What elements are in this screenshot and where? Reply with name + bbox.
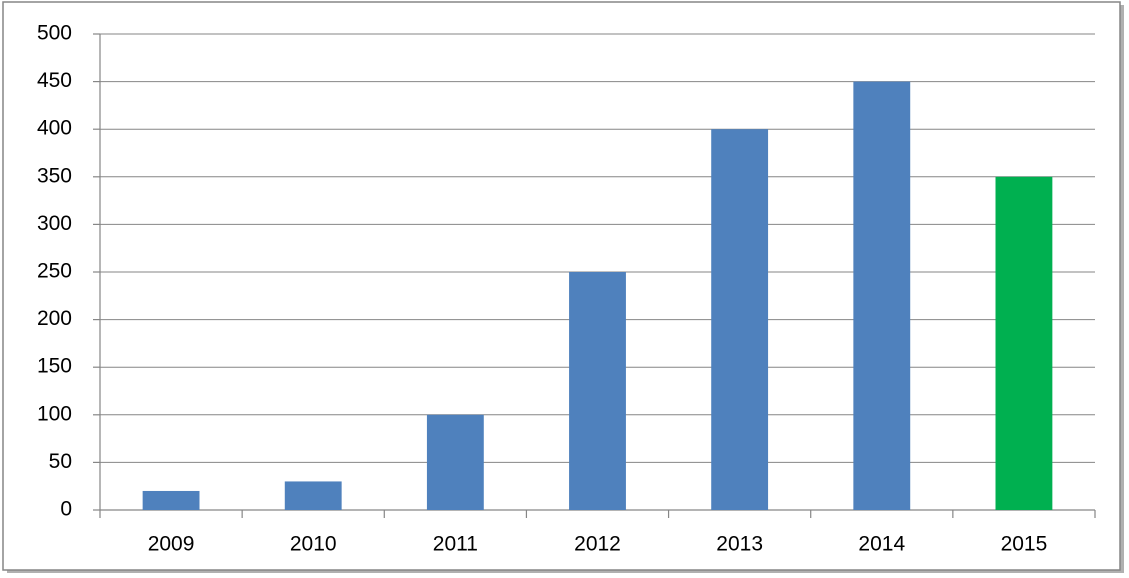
y-tick-label: 150 <box>37 355 72 378</box>
y-tick-label: 0 <box>60 498 72 521</box>
x-tick-label: 2014 <box>858 533 905 556</box>
bar <box>426 414 484 510</box>
x-tick-label: 2012 <box>574 533 621 556</box>
y-tick-label: 350 <box>37 164 72 187</box>
bar <box>284 481 342 510</box>
bar <box>142 490 200 510</box>
x-tick-label: 2011 <box>433 533 478 556</box>
x-tick-label: 2009 <box>148 533 195 556</box>
x-tick-label: 2010 <box>290 533 337 556</box>
y-tick-label: 100 <box>37 402 72 425</box>
y-tick-label: 300 <box>37 212 72 235</box>
bar <box>853 81 911 510</box>
chart-frame <box>2 1 1121 571</box>
x-tick-label: 2015 <box>1001 533 1048 556</box>
y-tick-label: 450 <box>37 69 72 92</box>
bar <box>995 176 1053 511</box>
bar <box>711 129 769 510</box>
bar <box>569 272 626 510</box>
y-tick-label: 250 <box>37 260 72 283</box>
x-tick-label: 2013 <box>716 533 763 556</box>
y-tick-label: 400 <box>37 117 72 140</box>
y-tick-label: 500 <box>37 22 72 45</box>
y-tick-label: 50 <box>49 450 72 473</box>
y-tick-label: 200 <box>37 307 72 330</box>
